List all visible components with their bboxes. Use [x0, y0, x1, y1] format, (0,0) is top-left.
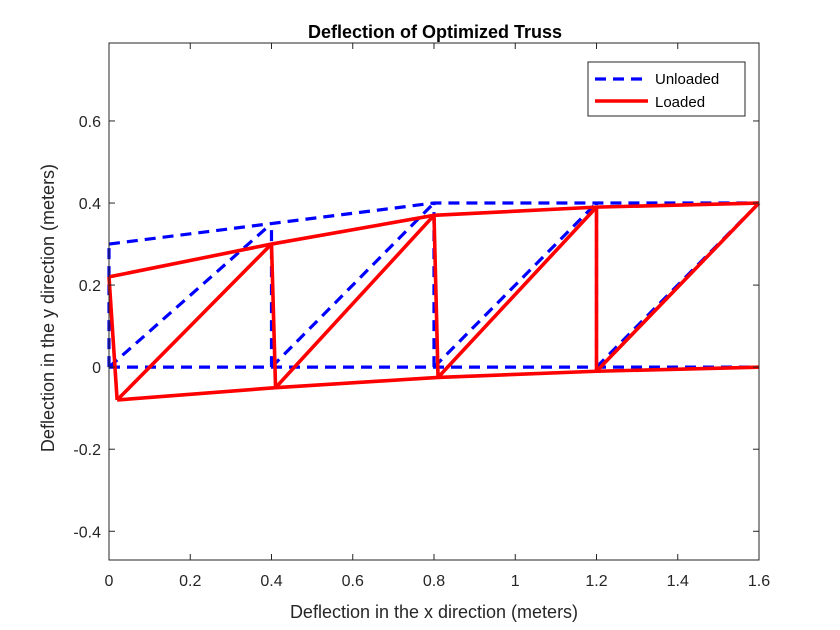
x-axis-label: Deflection in the x direction (meters)	[290, 602, 578, 622]
ticks-layer: 0 0.2 0.4 0.6 0.8 1 1.2 1.4 1.6 -0.4 -0.2 0 0.2 0.4 0.…	[73, 43, 770, 590]
legend-box	[587, 61, 746, 117]
series-unloaded-member-8	[432, 201, 598, 369]
series-layer	[107, 201, 761, 402]
x-tick-label: 1	[511, 573, 520, 590]
legend-label-loaded: Loaded	[655, 94, 705, 111]
x-tick-label: 0.8	[423, 573, 445, 590]
x-tick-label: 0.4	[260, 573, 282, 590]
y-tick-label: -0.4	[73, 524, 101, 541]
y-tick-label: 0	[92, 360, 101, 377]
series-loaded-member-9	[595, 201, 761, 373]
y-tick-label: 0.2	[79, 278, 101, 295]
x-tick-label: 0	[105, 573, 114, 590]
series-unloaded-member-6	[107, 222, 273, 369]
y-tick-label: 0.4	[79, 196, 101, 213]
x-tick-label: 1.6	[748, 573, 770, 590]
legend-label-unloaded: Unloaded	[655, 71, 719, 88]
x-tick-label: 1.2	[585, 573, 607, 590]
series-loaded-member-7	[274, 214, 436, 389]
series-unloaded-member-7	[270, 201, 436, 369]
y-axis-label: Deflection in the y direction (meters)	[38, 164, 58, 452]
x-tick-label: 0.2	[179, 573, 201, 590]
y-tick-label: -0.2	[73, 442, 101, 459]
y-tick-label: 0.6	[79, 114, 101, 131]
plot-area	[109, 43, 759, 560]
series-loaded-member-4	[432, 215, 440, 378]
x-tick-label: 0.6	[342, 573, 364, 590]
series-loaded-member-8	[436, 205, 598, 379]
series-loaded-member-3	[269, 244, 278, 388]
series-loaded-member-2	[107, 276, 119, 401]
series-loaded-member-6	[115, 242, 273, 402]
chart-title: Deflection of Optimized Truss	[308, 22, 562, 42]
legend: Unloaded Loaded	[587, 61, 746, 117]
x-tick-label: 1.4	[667, 573, 689, 590]
